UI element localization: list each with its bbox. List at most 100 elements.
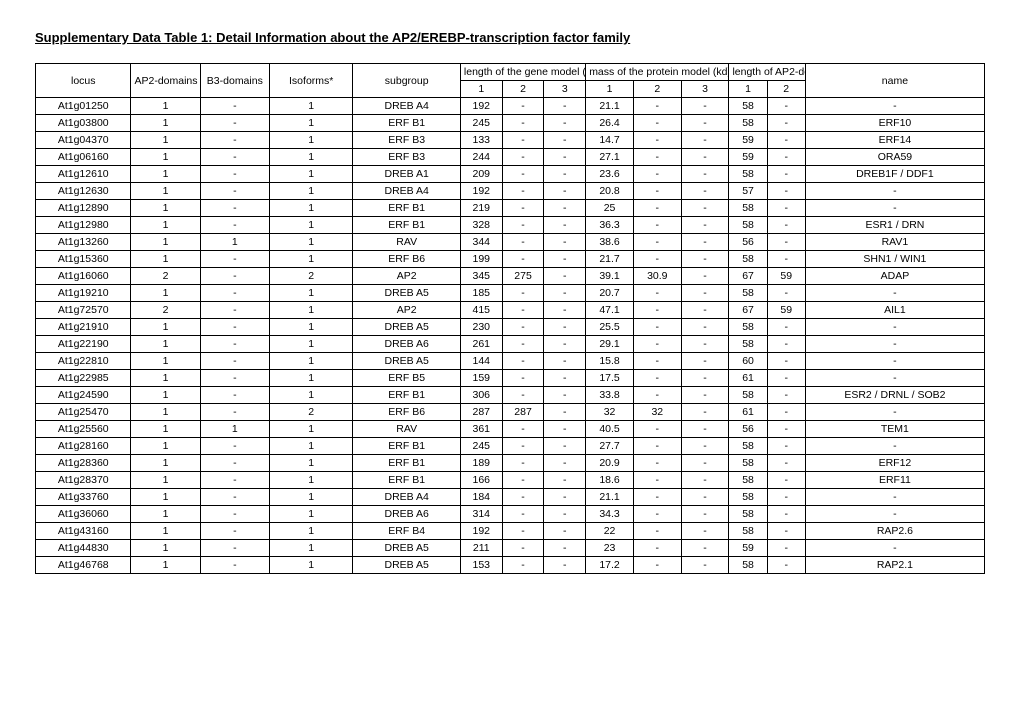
table-row: At1g126301-1DREB A4192--20.8--57-- [36, 183, 985, 200]
cell-l3: - [544, 353, 586, 370]
cell-iso: 1 [269, 98, 353, 115]
cell-iso: 1 [269, 421, 353, 438]
cell-l1: 415 [460, 302, 502, 319]
hdr-name: name [805, 64, 984, 98]
hdr-d2: 2 [767, 81, 805, 98]
cell-l3: - [544, 387, 586, 404]
cell-iso: 1 [269, 506, 353, 523]
cell-iso: 1 [269, 336, 353, 353]
cell-iso: 1 [269, 557, 353, 574]
cell-m1: 26.4 [586, 115, 634, 132]
cell-locus: At1g22190 [36, 336, 131, 353]
cell-sub: DREB A5 [353, 285, 460, 302]
cell-d2: 59 [767, 268, 805, 285]
cell-m3: - [681, 132, 729, 149]
cell-locus: At1g21910 [36, 319, 131, 336]
cell-l1: 211 [460, 540, 502, 557]
cell-locus: At1g06160 [36, 149, 131, 166]
hdr-locus: locus [36, 64, 131, 98]
cell-m3: - [681, 540, 729, 557]
cell-m2: - [633, 234, 681, 251]
cell-iso: 1 [269, 387, 353, 404]
cell-d2: - [767, 149, 805, 166]
table-row: At1g448301-1DREB A5211--23--59-- [36, 540, 985, 557]
table-body: At1g012501-1DREB A4192--21.1--58--At1g03… [36, 98, 985, 574]
cell-l3: - [544, 149, 586, 166]
cell-d1: 61 [729, 404, 767, 421]
cell-d2: - [767, 183, 805, 200]
cell-l3: - [544, 115, 586, 132]
cell-sub: DREB A1 [353, 166, 460, 183]
cell-name: - [805, 370, 984, 387]
cell-b3: - [200, 370, 269, 387]
cell-locus: At1g22810 [36, 353, 131, 370]
table-row: At1g160602-2AP2345275-39.130.9-6759ADAP [36, 268, 985, 285]
cell-l1: 184 [460, 489, 502, 506]
cell-name: - [805, 404, 984, 421]
cell-ap2: 1 [131, 438, 200, 455]
cell-d1: 58 [729, 166, 767, 183]
cell-m3: - [681, 506, 729, 523]
cell-m1: 20.7 [586, 285, 634, 302]
hdr-mass: mass of the protein model (kd) [586, 64, 729, 81]
cell-l1: 185 [460, 285, 502, 302]
cell-locus: At1g25560 [36, 421, 131, 438]
cell-m3: - [681, 404, 729, 421]
table-row: At1g229851-1ERF B5159--17.5--61-- [36, 370, 985, 387]
cell-l2: - [502, 387, 544, 404]
cell-d1: 58 [729, 251, 767, 268]
cell-l2: - [502, 506, 544, 523]
cell-name: RAP2.6 [805, 523, 984, 540]
table-row: At1g128901-1ERF B1219--25--58-- [36, 200, 985, 217]
cell-b3: - [200, 166, 269, 183]
cell-d1: 58 [729, 115, 767, 132]
cell-name: ERF14 [805, 132, 984, 149]
cell-ap2: 1 [131, 217, 200, 234]
cell-l1: 245 [460, 438, 502, 455]
cell-m2: - [633, 98, 681, 115]
cell-d2: - [767, 200, 805, 217]
cell-sub: ERF B1 [353, 387, 460, 404]
cell-sub: DREB A4 [353, 98, 460, 115]
cell-name: DREB1F / DDF1 [805, 166, 984, 183]
cell-m2: - [633, 336, 681, 353]
cell-b3: - [200, 489, 269, 506]
cell-locus: At1g22985 [36, 370, 131, 387]
cell-name: RAP2.1 [805, 557, 984, 574]
cell-m3: - [681, 285, 729, 302]
cell-l3: - [544, 506, 586, 523]
cell-d2: - [767, 540, 805, 557]
cell-ap2: 1 [131, 200, 200, 217]
table-row: At1g219101-1DREB A5230--25.5--58-- [36, 319, 985, 336]
cell-d2: - [767, 251, 805, 268]
cell-ap2: 1 [131, 506, 200, 523]
hdr-l3: 3 [544, 81, 586, 98]
cell-m2: - [633, 455, 681, 472]
cell-d1: 58 [729, 557, 767, 574]
cell-l2: - [502, 319, 544, 336]
cell-iso: 1 [269, 489, 353, 506]
cell-m3: - [681, 268, 729, 285]
cell-iso: 2 [269, 268, 353, 285]
cell-m3: - [681, 251, 729, 268]
cell-d2: - [767, 506, 805, 523]
cell-locus: At1g25470 [36, 404, 131, 421]
table-row: At1g221901-1DREB A6261--29.1--58-- [36, 336, 985, 353]
cell-l2: - [502, 472, 544, 489]
cell-l1: 361 [460, 421, 502, 438]
cell-sub: ERF B1 [353, 455, 460, 472]
cell-l3: - [544, 302, 586, 319]
table-header: locus AP2-domains B3-domains Isoforms* s… [36, 64, 985, 98]
cell-sub: ERF B5 [353, 370, 460, 387]
hdr-ap2: AP2-domains [131, 64, 200, 98]
table-row: At1g254701-2ERF B6287287-3232-61-- [36, 404, 985, 421]
cell-iso: 1 [269, 217, 353, 234]
cell-d1: 58 [729, 217, 767, 234]
cell-l2: - [502, 438, 544, 455]
cell-ap2: 1 [131, 251, 200, 268]
table-row: At1g043701-1ERF B3133--14.7--59-ERF14 [36, 132, 985, 149]
cell-sub: ERF B6 [353, 404, 460, 421]
cell-m2: - [633, 217, 681, 234]
cell-name: RAV1 [805, 234, 984, 251]
cell-l1: 230 [460, 319, 502, 336]
